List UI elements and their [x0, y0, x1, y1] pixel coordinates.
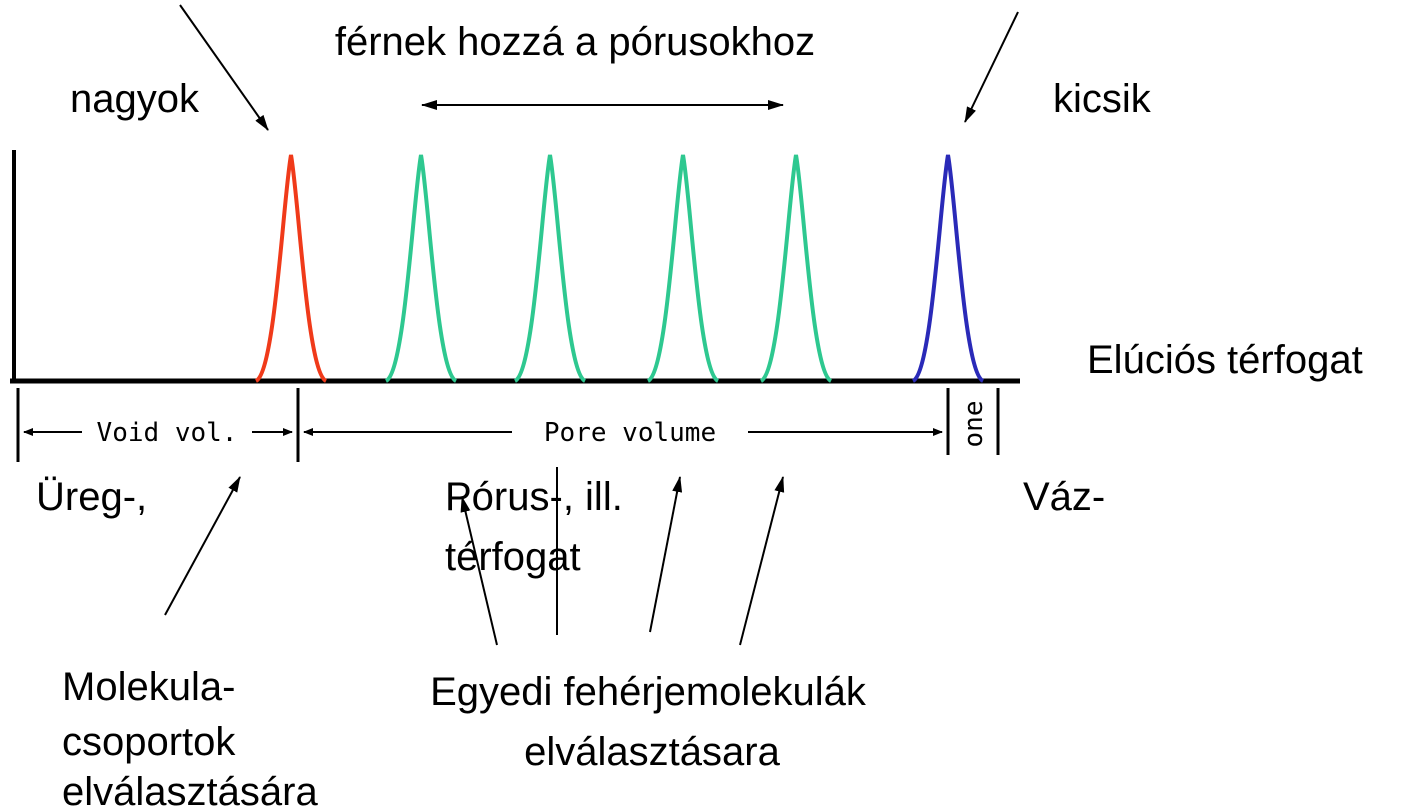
peaks — [254, 154, 985, 383]
label-elution: Elúciós térfogat — [1087, 338, 1363, 382]
subtitle: férnek hozzá a pórusokhoz — [335, 20, 815, 64]
peak — [254, 154, 328, 383]
note-groups: csoportok — [62, 720, 236, 764]
bone-label: one — [959, 401, 989, 448]
pore-volume: Pórus-, ill. — [445, 475, 623, 519]
volume-scale: Void vol. Pore volume one — [16, 388, 1000, 462]
arrow — [179, 4, 269, 131]
arrow — [649, 476, 683, 633]
label-small: kicsik — [1053, 77, 1152, 121]
note-individual: elválasztásara — [524, 730, 780, 774]
void-label: Void vol. — [97, 418, 238, 448]
peak — [513, 154, 587, 383]
peak — [759, 154, 833, 383]
arrow — [460, 496, 498, 646]
pore-label: Pore volume — [544, 418, 716, 448]
note-groups: Molekula- — [62, 665, 235, 709]
matrix-volume: Váz- — [1023, 475, 1105, 519]
note-individual: Egyedi fehérjemolekulák — [430, 670, 867, 714]
label-large: nagyok — [70, 77, 200, 121]
peak — [911, 154, 985, 383]
arrow — [739, 476, 785, 646]
pore-volume: térfogat — [445, 535, 581, 579]
note-groups: elválasztására — [62, 770, 318, 809]
void-volume: Üreg-, — [36, 475, 147, 519]
arrow — [164, 476, 241, 616]
peak — [384, 154, 458, 383]
arrow — [964, 11, 1019, 123]
peak — [646, 154, 720, 383]
